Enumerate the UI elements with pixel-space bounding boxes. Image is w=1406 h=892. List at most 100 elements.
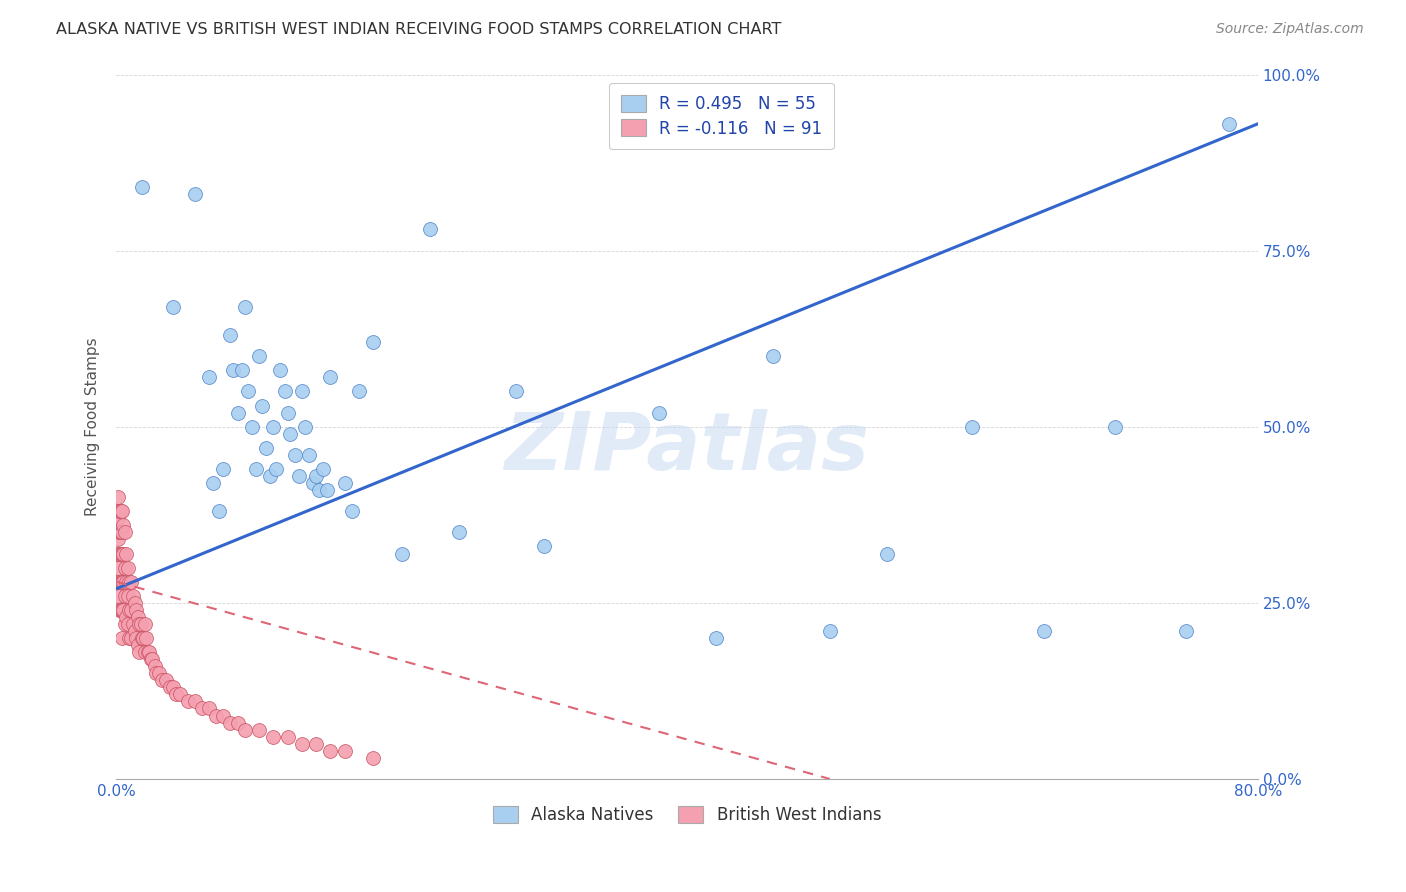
Point	[280, 426, 302, 441]
Point	[276, 406, 298, 420]
Point	[298, 448, 321, 462]
Point	[316, 483, 339, 497]
Point	[162, 300, 184, 314]
Point	[120, 631, 142, 645]
Point	[505, 384, 527, 399]
Point	[112, 518, 135, 533]
Point	[159, 681, 181, 695]
Text: ALASKA NATIVE VS BRITISH WEST INDIAN RECEIVING FOOD STAMPS CORRELATION CHART: ALASKA NATIVE VS BRITISH WEST INDIAN REC…	[56, 22, 782, 37]
Point	[115, 610, 138, 624]
Point	[143, 659, 166, 673]
Point	[198, 701, 221, 715]
Point	[1032, 624, 1054, 638]
Point	[135, 631, 157, 645]
Point	[112, 547, 135, 561]
Point	[118, 631, 141, 645]
Point	[1218, 117, 1240, 131]
Point	[111, 631, 134, 645]
Point	[125, 631, 148, 645]
Point	[105, 525, 128, 540]
Point	[111, 574, 134, 589]
Point	[250, 399, 273, 413]
Point	[162, 681, 184, 695]
Point	[264, 462, 287, 476]
Point	[114, 525, 136, 540]
Point	[876, 547, 898, 561]
Point	[122, 616, 145, 631]
Point	[117, 589, 139, 603]
Y-axis label: Receiving Food Stamps: Receiving Food Stamps	[86, 337, 100, 516]
Point	[1175, 624, 1198, 638]
Point	[141, 652, 163, 666]
Point	[131, 180, 153, 194]
Point	[219, 715, 242, 730]
Point	[762, 349, 785, 363]
Point	[108, 525, 131, 540]
Point	[108, 603, 131, 617]
Point	[125, 603, 148, 617]
Point	[308, 483, 330, 497]
Point	[236, 384, 259, 399]
Point	[333, 744, 356, 758]
Point	[291, 384, 314, 399]
Point	[111, 504, 134, 518]
Point	[112, 603, 135, 617]
Point	[132, 631, 155, 645]
Point	[111, 547, 134, 561]
Point	[233, 300, 256, 314]
Point	[129, 616, 152, 631]
Point	[134, 616, 156, 631]
Point	[291, 737, 314, 751]
Point	[105, 504, 128, 518]
Point	[962, 419, 984, 434]
Point	[319, 370, 342, 384]
Point	[233, 723, 256, 737]
Point	[111, 525, 134, 540]
Text: Source: ZipAtlas.com: Source: ZipAtlas.com	[1216, 22, 1364, 37]
Point	[138, 645, 160, 659]
Point	[184, 694, 207, 708]
Point	[108, 547, 131, 561]
Point	[447, 525, 470, 540]
Point	[269, 363, 291, 377]
Point	[533, 540, 555, 554]
Point	[124, 596, 146, 610]
Point	[110, 504, 132, 518]
Point	[262, 419, 284, 434]
Point	[148, 666, 170, 681]
Point	[312, 462, 335, 476]
Point	[136, 645, 159, 659]
Point	[191, 701, 214, 715]
Point	[110, 603, 132, 617]
Point	[107, 511, 129, 525]
Point	[107, 560, 129, 574]
Point	[231, 363, 253, 377]
Point	[120, 603, 142, 617]
Point	[212, 462, 235, 476]
Point	[105, 574, 128, 589]
Point	[333, 476, 356, 491]
Point	[114, 560, 136, 574]
Point	[110, 547, 132, 561]
Point	[107, 589, 129, 603]
Point	[176, 694, 198, 708]
Point	[155, 673, 177, 688]
Point	[222, 363, 245, 377]
Point	[114, 616, 136, 631]
Point	[284, 448, 307, 462]
Point	[202, 476, 225, 491]
Point	[273, 384, 295, 399]
Point	[150, 673, 173, 688]
Point	[254, 441, 277, 455]
Point	[108, 574, 131, 589]
Point	[288, 469, 311, 483]
Point	[361, 751, 384, 765]
Point	[124, 624, 146, 638]
Point	[110, 525, 132, 540]
Point	[127, 610, 149, 624]
Point	[704, 631, 727, 645]
Point	[391, 547, 413, 561]
Point	[134, 645, 156, 659]
Point	[112, 574, 135, 589]
Point	[247, 723, 270, 737]
